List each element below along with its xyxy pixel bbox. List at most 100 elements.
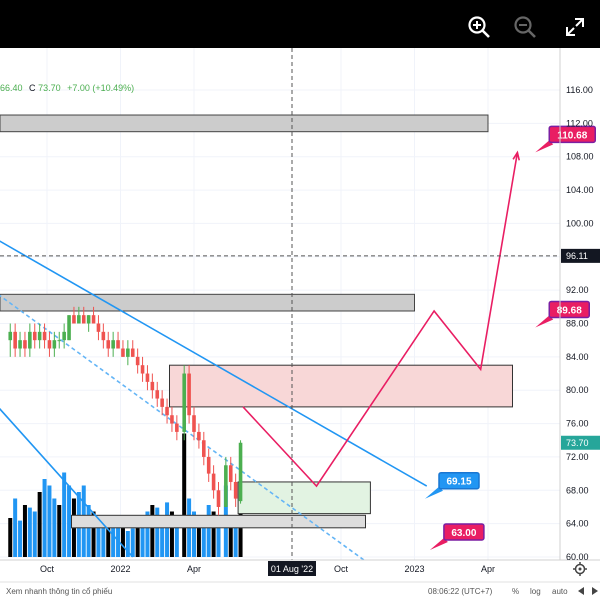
log-toggle[interactable]: log — [530, 587, 541, 596]
y-tick-label: 84.00 — [566, 352, 589, 362]
candle-body — [160, 398, 164, 407]
zone-box — [71, 514, 366, 529]
volume-bar — [91, 511, 96, 557]
volume-bar — [18, 520, 23, 557]
candle-body — [32, 331, 37, 341]
candle-body — [47, 340, 52, 349]
candle-body — [145, 373, 150, 382]
candle-body — [192, 415, 196, 432]
zoom-in-icon[interactable] — [466, 14, 492, 40]
scroll-right-icon[interactable] — [592, 587, 598, 595]
percent-toggle[interactable]: % — [512, 587, 519, 596]
y-tick-label: 92.00 — [566, 285, 589, 295]
candle-body — [140, 365, 145, 374]
scroll-left-icon[interactable] — [578, 587, 584, 595]
candle-body — [211, 473, 216, 491]
zone-box — [169, 364, 513, 408]
candle-body — [8, 331, 13, 341]
watermark-text: Xem nhanh thông tin cổ phiếu — [6, 587, 112, 596]
candle-body — [202, 440, 206, 457]
crosshair-price-label: 96.11 — [566, 251, 588, 261]
candle-body — [150, 381, 155, 391]
candle-body — [238, 442, 243, 502]
volume-bar — [111, 518, 116, 557]
zone-box — [0, 293, 415, 312]
volume-bar — [116, 515, 121, 557]
callout-label: 89.68 — [557, 305, 582, 316]
candle-body — [57, 340, 62, 342]
y-tick-label: 88.00 — [566, 319, 589, 329]
trendlines — [0, 240, 428, 562]
auto-toggle[interactable]: auto — [552, 587, 568, 596]
candle-body — [81, 315, 86, 324]
trendline — [0, 240, 428, 487]
legend-close-label: C — [29, 83, 36, 93]
last-price-label: 73.70 — [566, 438, 589, 448]
callout-box — [548, 125, 596, 144]
x-tick-label: 2023 — [404, 564, 424, 574]
volume-bar — [27, 507, 32, 557]
x-tick-label: Oct — [40, 564, 55, 574]
zone-box — [237, 481, 371, 515]
legend-ohlc: 66.40 C 73.70 +7.00 (+10.49%) — [0, 83, 134, 93]
volume-bar — [192, 511, 196, 557]
volume-bar — [96, 518, 101, 557]
candle-body — [91, 315, 96, 324]
volume-bar — [13, 498, 18, 557]
last-price-badge — [561, 435, 600, 450]
candle-body — [165, 406, 169, 416]
candle-body — [62, 331, 66, 341]
candle-body — [77, 315, 81, 324]
volume-bar — [62, 472, 67, 557]
volume-bar — [32, 511, 37, 557]
settings-gear-icon[interactable] — [573, 562, 587, 576]
projection-arrowhead — [512, 150, 521, 161]
volume-bar — [135, 520, 140, 557]
trendline — [0, 294, 366, 562]
y-tick-label: 64.00 — [566, 519, 589, 529]
volume-bar — [201, 520, 206, 557]
volume-bar — [238, 511, 243, 557]
crosshair-price-badge — [561, 248, 600, 263]
y-tick-label: 76.00 — [566, 419, 589, 429]
callout-box — [443, 523, 485, 541]
legend-change: +7.00 (+10.49%) — [67, 83, 134, 93]
volume-bars — [8, 433, 243, 557]
price-chart[interactable]: 110.68 89.68 69.15 63.00 66.40 C 73.70 +7.0… — [0, 48, 600, 600]
candle-body — [37, 331, 42, 341]
volume-bar — [140, 518, 145, 557]
x-tick-label: Apr — [481, 564, 495, 574]
volume-bar — [211, 511, 216, 557]
candle-body — [197, 431, 201, 441]
candle-body — [228, 465, 233, 482]
projection-line — [242, 152, 519, 488]
callout-label: 63.00 — [451, 528, 476, 539]
candle-body — [126, 348, 130, 357]
y-tick-label: 72.00 — [566, 452, 589, 462]
crosshair — [0, 48, 560, 560]
callout-pointer — [535, 315, 554, 328]
volume-bar — [120, 524, 125, 557]
callouts: 110.68 89.68 69.15 63.00 — [425, 125, 596, 550]
candle-body — [155, 390, 160, 399]
toolbar — [0, 0, 600, 48]
y-tick-label: 112.00 — [566, 118, 593, 128]
volume-bar — [22, 505, 27, 557]
zoom-out-icon[interactable] — [512, 14, 538, 40]
expand-icon[interactable] — [562, 14, 588, 40]
volume-bar — [206, 505, 211, 557]
x-tick-label: Oct — [334, 564, 349, 574]
candle-body — [96, 323, 101, 332]
candle-body — [101, 331, 106, 341]
callout-pointer — [425, 486, 443, 499]
candle-body — [121, 348, 125, 357]
volume-bar — [67, 485, 72, 557]
crosshair-date-badge — [268, 561, 316, 576]
volume-bar — [160, 518, 165, 557]
scroll-arrows[interactable] — [578, 587, 598, 595]
candle-body — [182, 373, 186, 432]
volume-bar — [57, 505, 62, 557]
x-axis: Oct 2022 Apr Oct 2023 Apr 01 Aug '22 — [40, 561, 495, 576]
candle-body — [130, 348, 135, 357]
y-axis: 60.00 64.00 68.00 72.00 76.00 80.00 84.00 88.00… — [561, 85, 600, 562]
